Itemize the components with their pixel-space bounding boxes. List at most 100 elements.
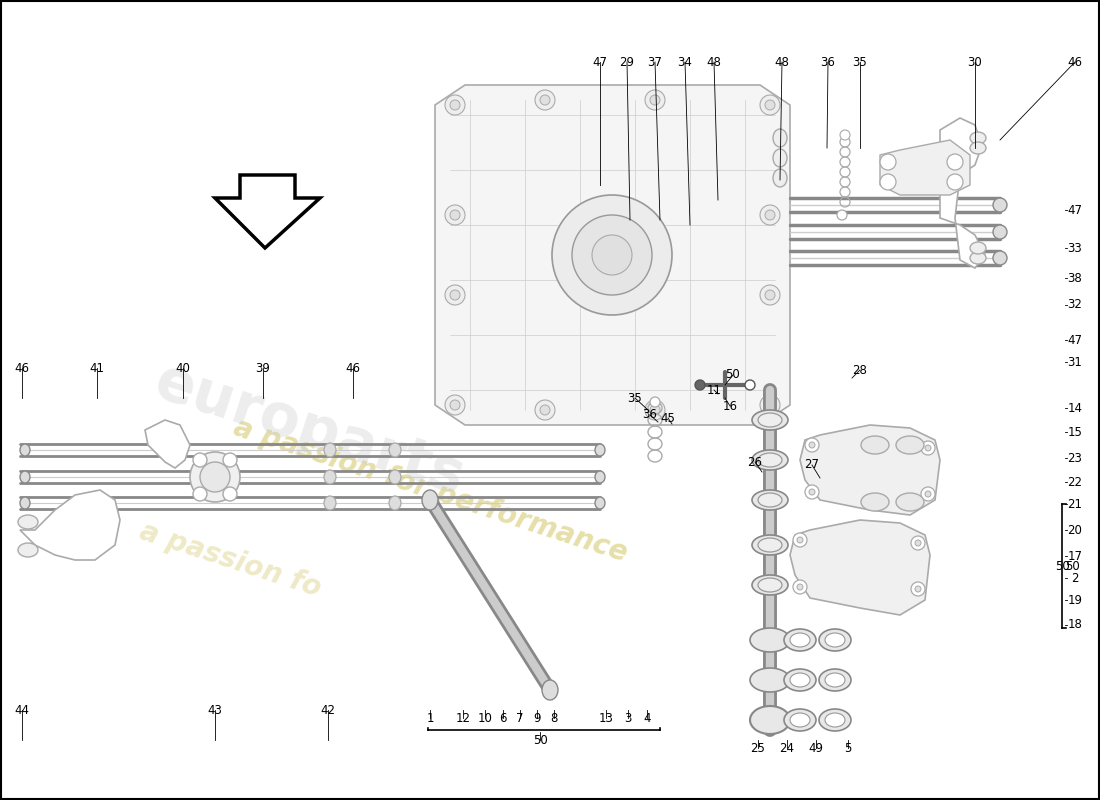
Circle shape <box>446 285 465 305</box>
Circle shape <box>446 95 465 115</box>
Text: 27: 27 <box>804 458 820 471</box>
Circle shape <box>650 405 660 415</box>
Text: 47: 47 <box>1067 203 1082 217</box>
Circle shape <box>446 205 465 225</box>
Ellipse shape <box>970 252 986 264</box>
Circle shape <box>921 441 935 455</box>
Text: 20: 20 <box>1068 523 1082 537</box>
Ellipse shape <box>750 628 790 652</box>
Ellipse shape <box>825 633 845 647</box>
Ellipse shape <box>784 709 816 731</box>
Text: a passion fo: a passion fo <box>135 518 324 602</box>
Circle shape <box>764 100 776 110</box>
Circle shape <box>650 397 660 407</box>
Text: 19: 19 <box>1067 594 1082 606</box>
Text: 43: 43 <box>208 703 222 717</box>
Text: 21: 21 <box>1067 498 1082 510</box>
Text: 24: 24 <box>780 742 794 754</box>
Text: 50: 50 <box>726 369 740 382</box>
Text: 4: 4 <box>644 711 651 725</box>
Text: 3: 3 <box>625 711 631 725</box>
Ellipse shape <box>389 443 402 457</box>
Text: 33: 33 <box>1068 242 1082 254</box>
Ellipse shape <box>970 132 986 144</box>
Text: 40: 40 <box>176 362 190 374</box>
Circle shape <box>592 235 632 275</box>
Ellipse shape <box>758 578 782 592</box>
Circle shape <box>645 400 665 420</box>
Ellipse shape <box>896 436 924 454</box>
Ellipse shape <box>752 535 788 555</box>
Text: 18: 18 <box>1068 618 1082 631</box>
Text: 37: 37 <box>648 55 662 69</box>
Text: 5: 5 <box>845 742 851 754</box>
Ellipse shape <box>20 444 30 456</box>
Text: 30: 30 <box>968 55 982 69</box>
Circle shape <box>190 452 240 502</box>
Text: 38: 38 <box>1068 271 1082 285</box>
Ellipse shape <box>861 436 889 454</box>
Text: 8: 8 <box>550 711 558 725</box>
Circle shape <box>911 536 925 550</box>
Circle shape <box>805 438 820 452</box>
Polygon shape <box>790 520 930 615</box>
Text: 49: 49 <box>808 742 824 754</box>
Text: 26: 26 <box>748 455 762 469</box>
Circle shape <box>223 453 236 467</box>
Ellipse shape <box>752 575 788 595</box>
Text: 7: 7 <box>516 711 524 725</box>
Circle shape <box>645 90 665 110</box>
Ellipse shape <box>324 496 336 510</box>
Text: 41: 41 <box>89 362 104 374</box>
Ellipse shape <box>758 538 782 552</box>
Text: 9: 9 <box>534 711 541 725</box>
Ellipse shape <box>820 709 851 731</box>
Text: 47: 47 <box>1067 334 1082 346</box>
Text: 22: 22 <box>1067 475 1082 489</box>
Circle shape <box>947 174 962 190</box>
Circle shape <box>808 442 815 448</box>
Ellipse shape <box>970 142 986 154</box>
Polygon shape <box>145 420 190 468</box>
Circle shape <box>450 400 460 410</box>
Ellipse shape <box>773 129 786 147</box>
Text: 25: 25 <box>750 742 766 754</box>
Circle shape <box>223 487 236 501</box>
Circle shape <box>450 290 460 300</box>
Ellipse shape <box>750 668 790 692</box>
Circle shape <box>915 586 921 592</box>
Ellipse shape <box>970 242 986 254</box>
Polygon shape <box>20 490 120 560</box>
Ellipse shape <box>773 169 786 187</box>
Ellipse shape <box>820 629 851 651</box>
Circle shape <box>552 195 672 315</box>
Text: 10: 10 <box>477 711 493 725</box>
Ellipse shape <box>422 490 438 510</box>
Ellipse shape <box>752 490 788 510</box>
Ellipse shape <box>861 493 889 511</box>
Text: 50: 50 <box>1055 559 1069 573</box>
Ellipse shape <box>389 470 402 484</box>
Ellipse shape <box>542 680 558 700</box>
Circle shape <box>880 154 896 170</box>
Ellipse shape <box>752 450 788 470</box>
Circle shape <box>745 380 755 390</box>
Text: 36: 36 <box>821 55 835 69</box>
Circle shape <box>535 90 556 110</box>
Ellipse shape <box>752 410 788 430</box>
Circle shape <box>840 130 850 140</box>
Ellipse shape <box>820 669 851 691</box>
Text: 6: 6 <box>499 711 507 725</box>
Ellipse shape <box>20 497 30 509</box>
Text: 42: 42 <box>320 703 336 717</box>
Circle shape <box>837 210 847 220</box>
Circle shape <box>446 395 465 415</box>
Ellipse shape <box>389 496 402 510</box>
Circle shape <box>540 405 550 415</box>
Ellipse shape <box>20 471 30 483</box>
Ellipse shape <box>993 251 1007 265</box>
Circle shape <box>535 400 556 420</box>
Circle shape <box>925 491 931 497</box>
Circle shape <box>650 95 660 105</box>
Text: 14: 14 <box>1067 402 1082 414</box>
